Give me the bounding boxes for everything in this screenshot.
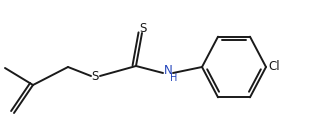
Text: S: S (91, 70, 99, 83)
Text: N: N (164, 64, 172, 78)
Text: S: S (139, 23, 147, 36)
Text: H: H (170, 73, 178, 83)
Text: Cl: Cl (268, 61, 280, 73)
